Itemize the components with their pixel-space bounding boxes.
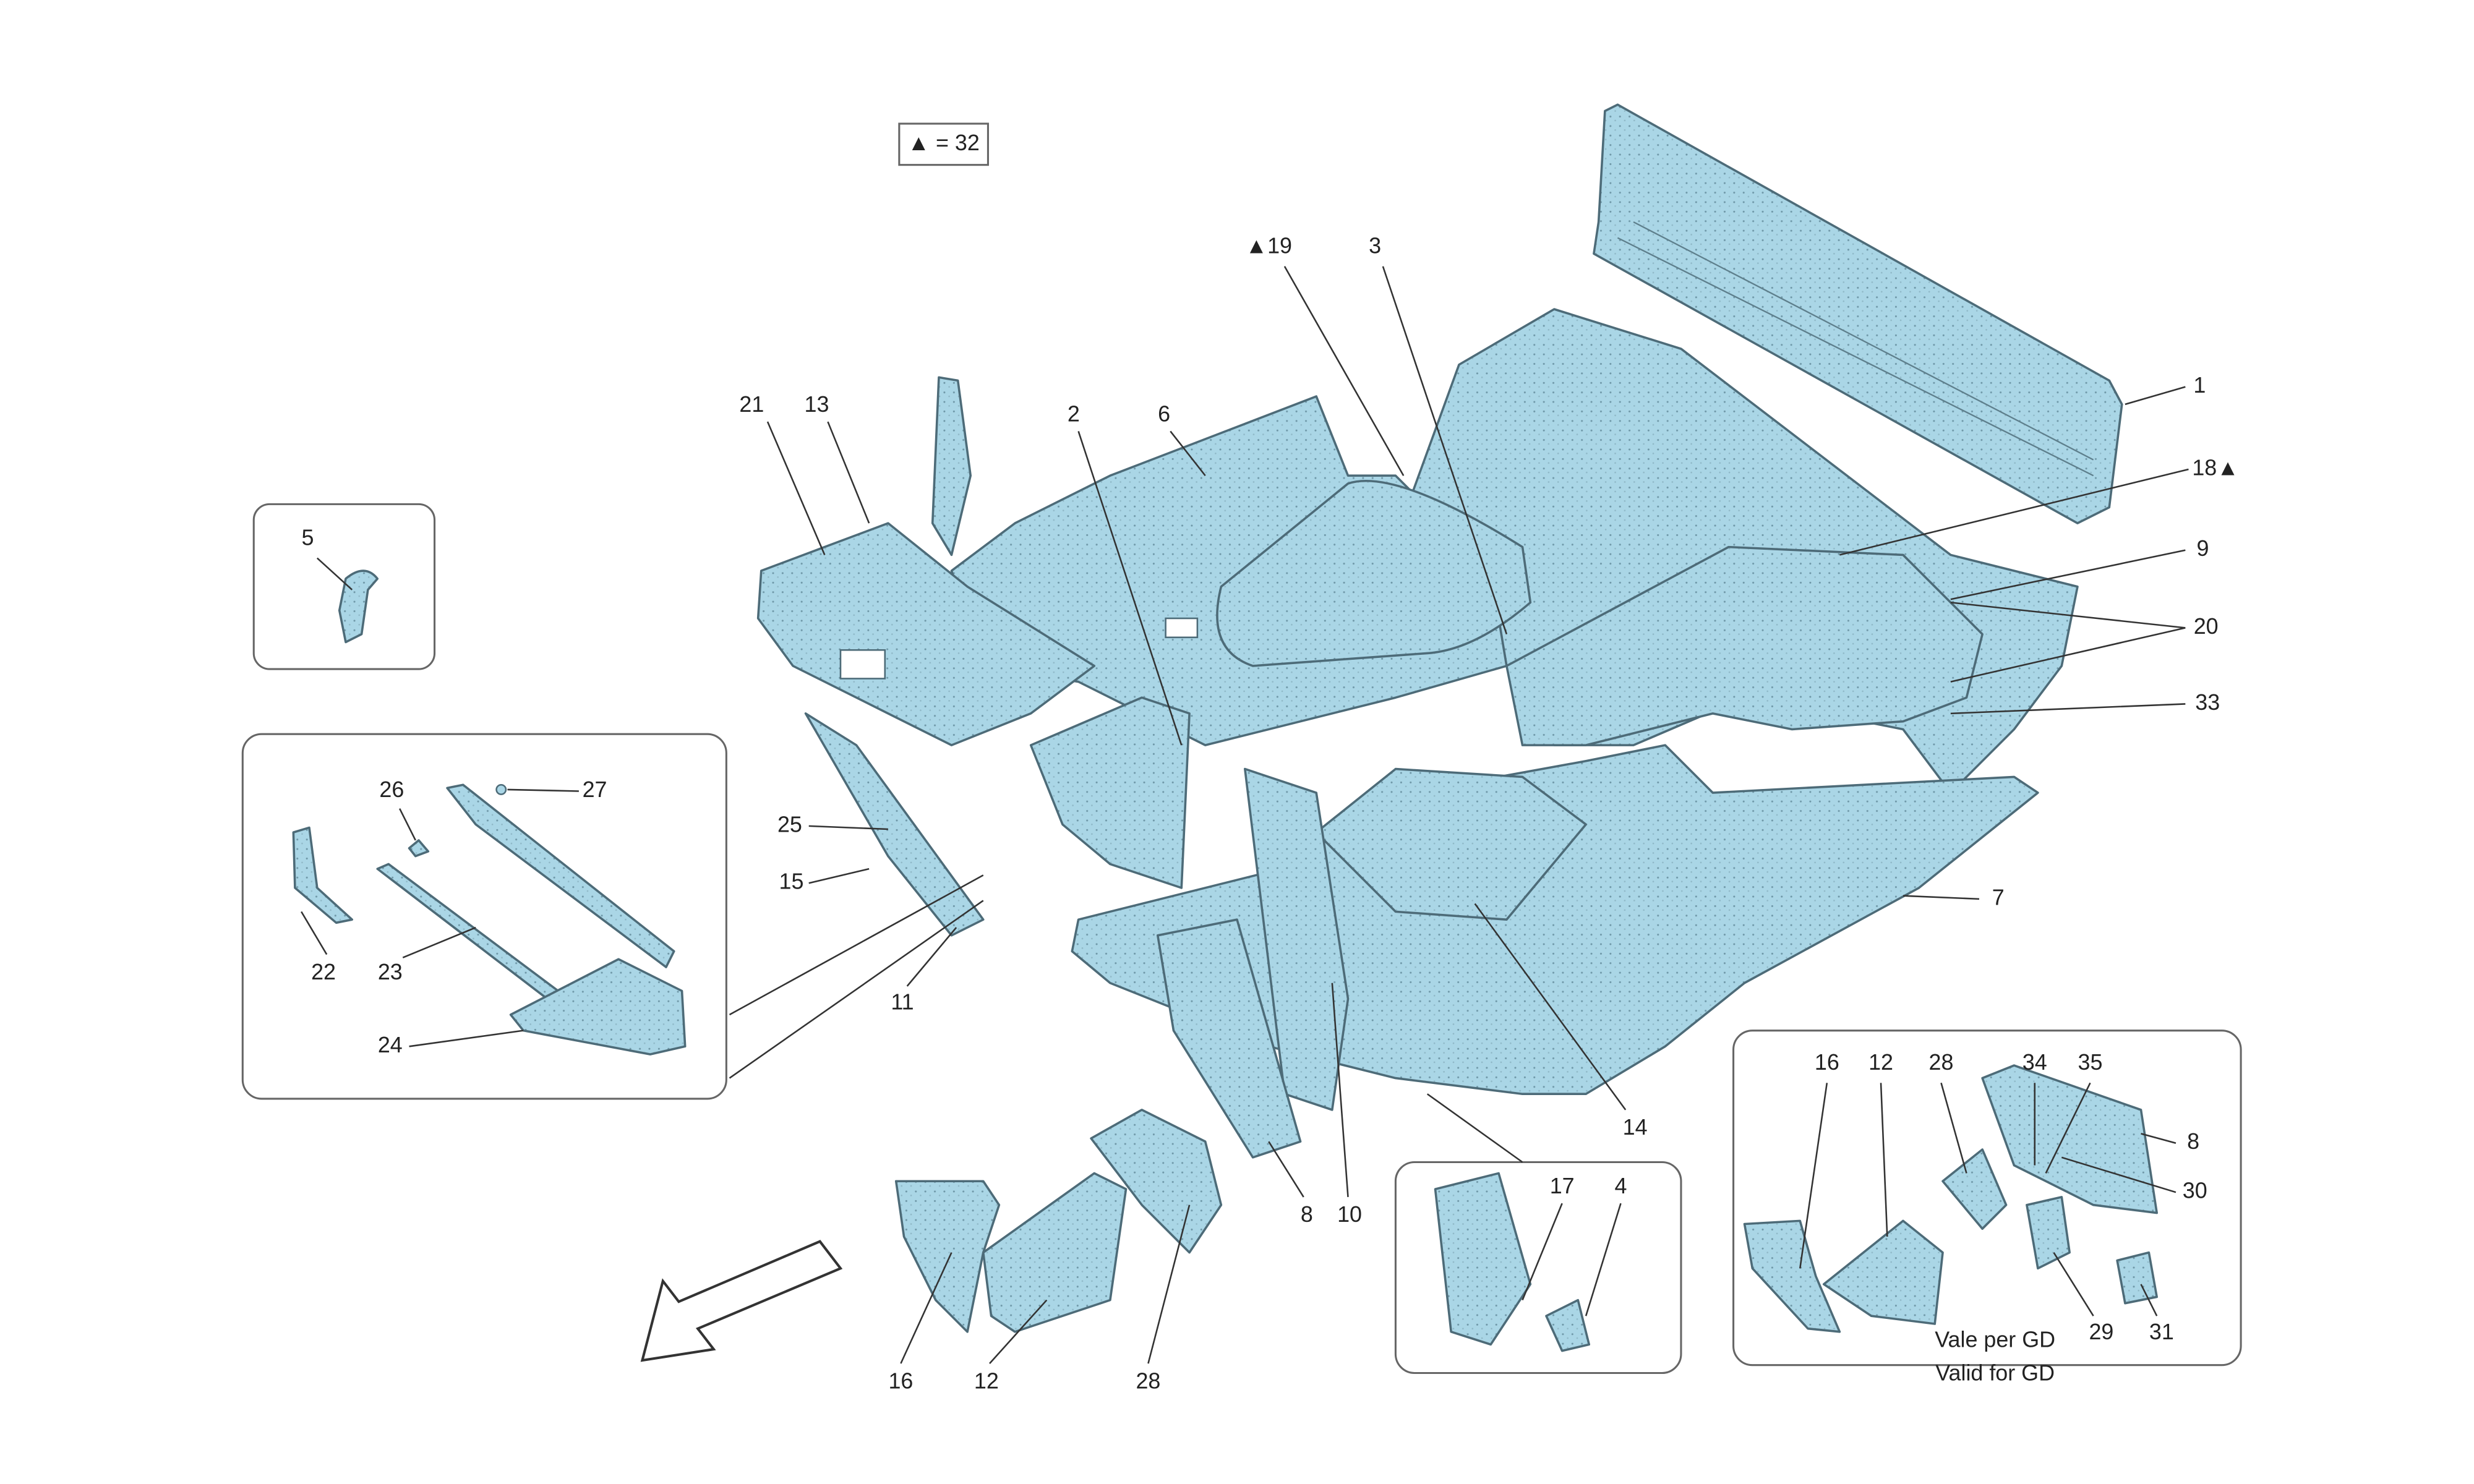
callout: 26 (379, 777, 404, 802)
callout: 6 (1158, 401, 1170, 426)
part-shape (408, 839, 430, 858)
part-shape (292, 826, 354, 924)
inset-caption: Valid for GD (1935, 1361, 2055, 1386)
callout: 7 (1992, 885, 2005, 910)
part-shape (1593, 103, 2123, 524)
part-shape (894, 1180, 1001, 1333)
callout: 23 (378, 960, 403, 984)
callout: 2 (1068, 401, 1080, 426)
callout: 14 (1623, 1115, 1648, 1140)
callout: 4 (1615, 1174, 1627, 1198)
callout: 27 (583, 777, 607, 802)
background (1165, 617, 1199, 639)
callout: 3 (1369, 233, 1381, 258)
inset-frame (898, 122, 989, 166)
callout: 17 (1550, 1174, 1575, 1198)
callout: 33 (2195, 690, 2220, 715)
leader-line (301, 266, 2189, 1364)
callout: ▲19 (1246, 233, 1292, 258)
callout: 22 (311, 960, 336, 984)
callout: 21 (739, 392, 764, 417)
leader-lines (301, 266, 2189, 1364)
part-shape (2026, 1196, 2071, 1270)
callout: 18▲ (2192, 455, 2238, 480)
callout: 28 (1929, 1050, 1954, 1075)
callout: 8 (1301, 1202, 1313, 1227)
part-shape (1545, 1298, 1591, 1352)
callout: 1 (2193, 373, 2206, 398)
callout: 5 (301, 525, 314, 550)
callout: 31 (2149, 1320, 2174, 1344)
part-shape (2116, 1251, 2158, 1305)
part-shape (446, 783, 675, 968)
part-shape (1822, 1219, 1944, 1325)
part-shape (1743, 1219, 1841, 1333)
callout: 13 (805, 392, 829, 417)
callout: 12 (974, 1368, 999, 1393)
direction-arrow (640, 1240, 843, 1362)
part-shape (756, 522, 1096, 746)
parts (292, 103, 2158, 1362)
part-shape (1244, 767, 1350, 1111)
part-shape (338, 569, 379, 644)
callout: 24 (378, 1033, 403, 1057)
part-shape (931, 376, 972, 556)
part-shape (1941, 1148, 2008, 1230)
callouts: ▲ = 32 ▲19 3 1 18▲ 21 13 2 6 5 9 20 33 2… (301, 130, 2238, 1394)
callout: 16 (888, 1368, 913, 1393)
callout: 28 (1136, 1368, 1160, 1393)
part-shape (1029, 696, 1191, 889)
callout: 10 (1337, 1202, 1362, 1227)
callout: 12 (1868, 1050, 1893, 1075)
callout: 30 (2183, 1179, 2207, 1203)
callout: 34 (2022, 1050, 2047, 1075)
callout: 9 (2197, 536, 2209, 561)
background (839, 649, 886, 680)
legend-note: ▲ = 32 (907, 130, 979, 155)
part-shape (1434, 1172, 1532, 1346)
part-shape (1157, 918, 1302, 1159)
part-shape (804, 712, 985, 937)
inset-caption: Vale per GD (1935, 1328, 2055, 1352)
callout: 8 (2187, 1129, 2199, 1154)
callout: 15 (779, 869, 804, 894)
shape (495, 783, 507, 795)
part-shape (1505, 545, 1984, 746)
callout: 11 (891, 990, 914, 1015)
part-shape (1981, 1064, 2158, 1214)
part-detail (1617, 221, 2094, 477)
callout: 16 (1815, 1050, 1839, 1075)
part-shape (1216, 479, 1532, 667)
callout: 29 (2089, 1320, 2113, 1344)
part-shape (982, 1172, 1128, 1333)
part-shape (1315, 767, 1587, 921)
callout: 35 (2078, 1050, 2103, 1075)
callout: 20 (2194, 614, 2219, 639)
callout: 25 (777, 812, 802, 837)
part-shape (1090, 1109, 1223, 1254)
